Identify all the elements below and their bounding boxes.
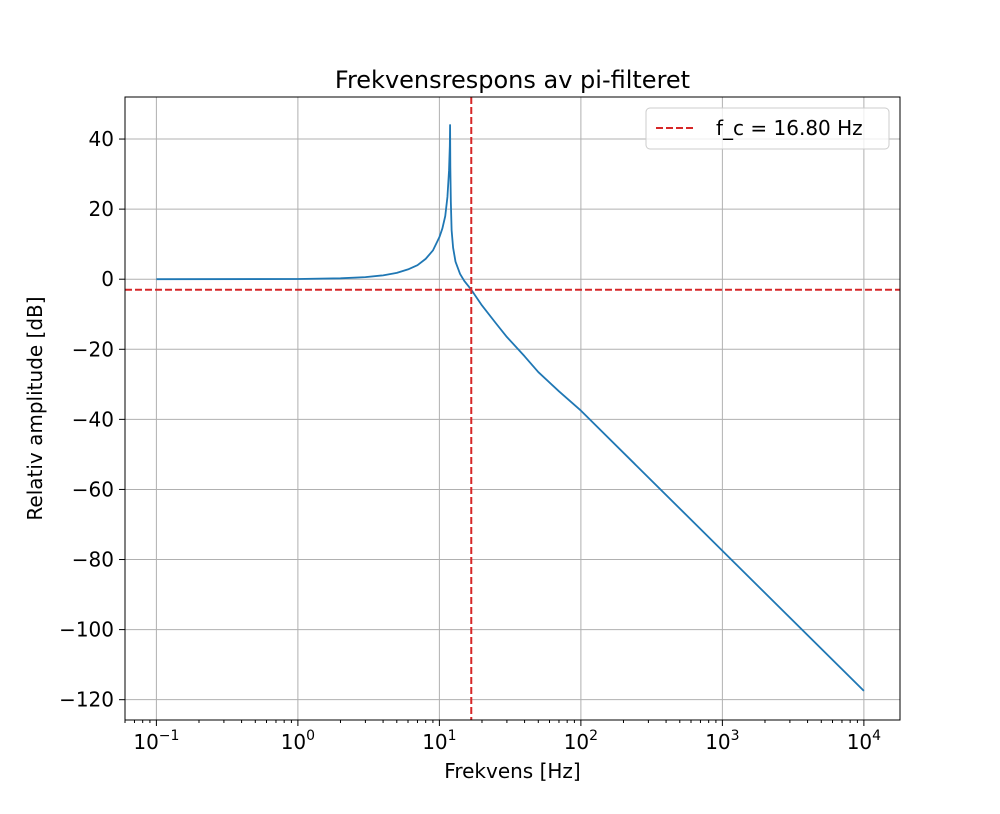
x-tick-label: 104: [847, 728, 881, 754]
plot-frame: [124, 96, 901, 721]
y-tick-label: 20: [89, 197, 114, 221]
x-tick-label: 102: [564, 728, 598, 754]
x-tick-label: 100: [281, 728, 315, 754]
axis-ticks: 10−1 100 101 102 103 104 40 20 0 −20 −40 −60 −80 −100…: [59, 127, 881, 754]
chart-title: Frekvensrespons av pi-filteret: [335, 66, 690, 94]
y-tick-label: −40: [72, 407, 114, 431]
y-tick-label: −20: [72, 337, 114, 361]
legend: f_c = 16.80 Hz: [645, 107, 890, 150]
legend-label-fc: f_c = 16.80 Hz: [716, 116, 863, 140]
y-tick-label: −60: [72, 477, 114, 501]
y-tick-label: −80: [72, 548, 114, 572]
x-tick-label: 101: [422, 728, 456, 754]
y-tick-label: 40: [89, 127, 114, 151]
y-axis-title: Relativ amplitude [dB]: [23, 296, 47, 520]
series-line: [156, 124, 865, 692]
y-tick-label: 0: [101, 267, 114, 291]
x-tick-label: 10−1: [133, 728, 179, 754]
x-axis-title: Frekvens [Hz]: [444, 759, 580, 783]
grid: [125, 97, 900, 720]
y-tick-label: −100: [59, 618, 114, 642]
x-tick-label: 103: [705, 728, 739, 754]
legend-box: [645, 107, 890, 150]
y-tick-label: −120: [59, 688, 114, 712]
plot-area: [125, 97, 900, 720]
